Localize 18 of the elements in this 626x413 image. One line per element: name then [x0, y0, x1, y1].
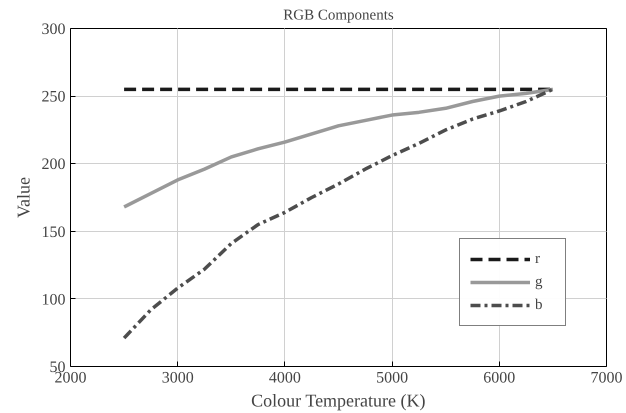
- legend-label: g: [535, 274, 544, 290]
- y-tick-label: 100: [42, 291, 66, 308]
- line-series: [122, 88, 555, 209]
- chart-title: RGB Components: [283, 8, 394, 24]
- y-tick-label: 300: [42, 21, 66, 38]
- y-tick-label: 250: [42, 88, 66, 106]
- x-tick-label: 6000: [483, 370, 516, 386]
- line-series: [122, 88, 555, 340]
- x-tick-label: 4000: [268, 370, 301, 386]
- x-tick-label: 5000: [376, 370, 408, 386]
- y-tick-label: 200: [42, 156, 66, 174]
- y-axis-title: Value: [14, 177, 34, 218]
- x-axis-title: Colour Temperature (K): [251, 390, 426, 410]
- x-tick-label: 3000: [162, 370, 194, 386]
- legend-label: r: [535, 250, 541, 268]
- legend-label: b: [535, 296, 544, 314]
- x-tick-label: 7000: [590, 370, 622, 386]
- y-tick-label: 150: [42, 224, 66, 241]
